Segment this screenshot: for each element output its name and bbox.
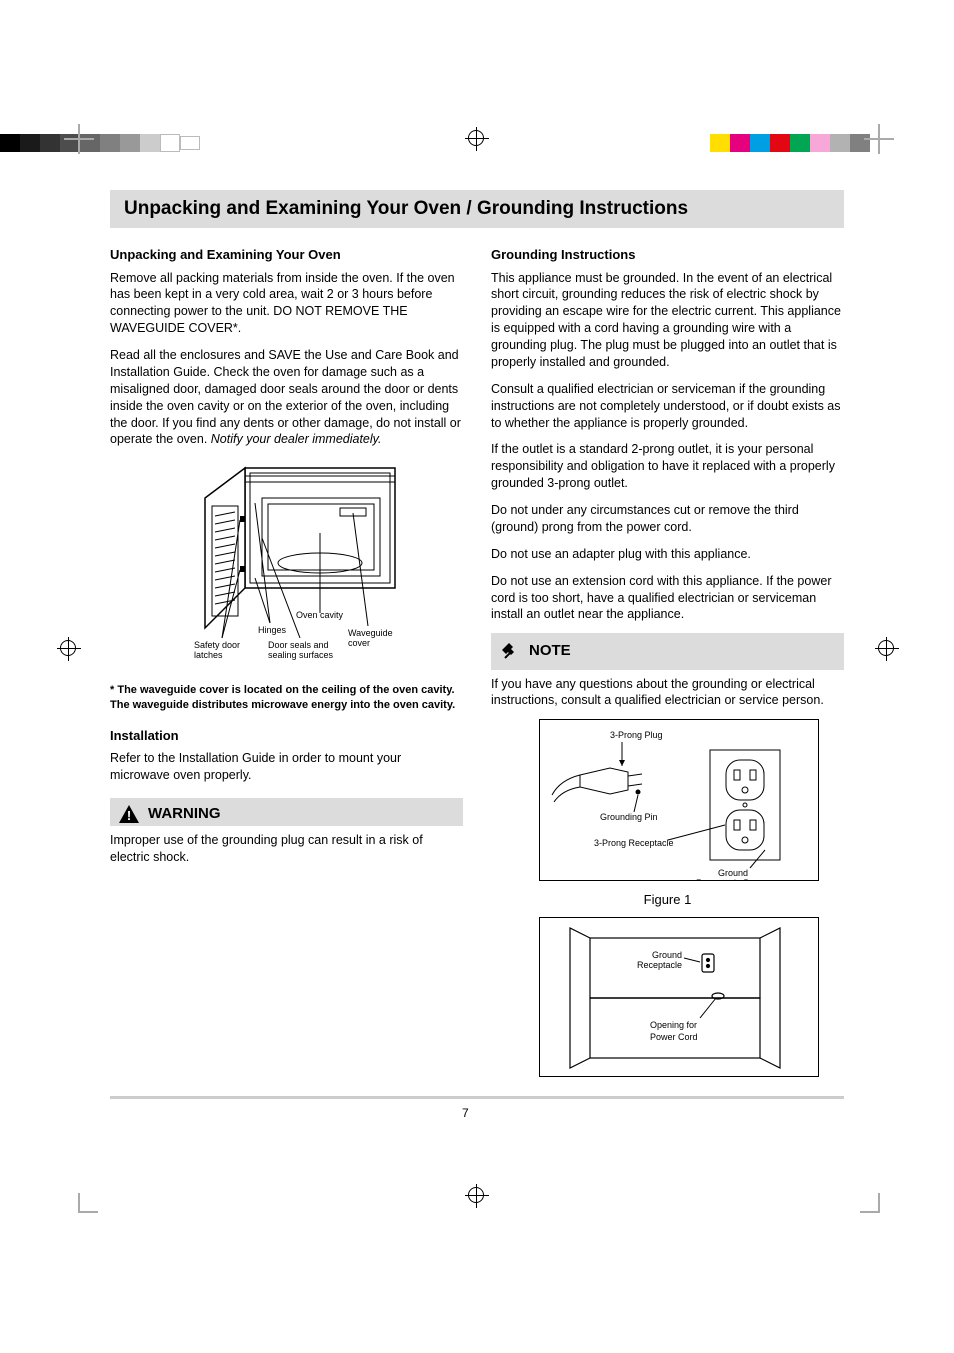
note-label: NOTE bbox=[529, 641, 571, 661]
section-title-bar: Unpacking and Examining Your Oven / Grou… bbox=[110, 190, 844, 228]
plug-receptacle-figure: 3-Prong Plug Grounding Pin 3-Prong Recep… bbox=[539, 719, 819, 881]
pushpin-icon bbox=[501, 642, 519, 660]
grounding-para-5: Do not use an adapter plug with this app… bbox=[491, 546, 844, 563]
svg-text:Receptacle Box: Receptacle Box bbox=[696, 878, 760, 880]
svg-text:3-Prong Plug: 3-Prong Plug bbox=[610, 730, 663, 740]
grounding-para-6: Do not use an extension cord with this a… bbox=[491, 573, 844, 624]
left-column: Unpacking and Examining Your Oven Remove… bbox=[110, 246, 463, 1077]
svg-text:3-Prong Receptacle: 3-Prong Receptacle bbox=[594, 838, 674, 848]
note-body: If you have any questions about the grou… bbox=[491, 676, 844, 710]
unpacking-para-2: Read all the enclosures and SAVE the Use… bbox=[110, 347, 463, 448]
svg-text:Door seals andsealing surfaces: Door seals andsealing surfaces bbox=[268, 640, 334, 660]
page-number: 7 bbox=[462, 1106, 469, 1120]
unpacking-para-1: Remove all packing materials from inside… bbox=[110, 270, 463, 338]
section-title-text: Unpacking and Examining Your Oven / Grou… bbox=[124, 198, 688, 219]
svg-text:Safety doorlatches: Safety doorlatches bbox=[194, 640, 240, 660]
crop-mark-bottom-right bbox=[860, 1193, 880, 1213]
svg-text:Opening forPower Cord: Opening forPower Cord bbox=[650, 1020, 698, 1042]
cabinet-figure: GroundReceptacle Opening forPower Cord bbox=[539, 917, 819, 1077]
note-banner: NOTE bbox=[491, 633, 844, 669]
registration-target-left bbox=[60, 640, 76, 656]
registration-target-bottom bbox=[468, 1187, 484, 1203]
right-column: Grounding Instructions This appliance mu… bbox=[491, 246, 844, 1077]
waveguide-footnote: * The waveguide cover is located on the … bbox=[110, 683, 463, 713]
grounding-para-1: This appliance must be grounded. In the … bbox=[491, 270, 844, 371]
registration-target-right bbox=[878, 640, 894, 656]
grounding-para-4: Do not under any circumstances cut or re… bbox=[491, 502, 844, 536]
svg-text:GroundReceptacle: GroundReceptacle bbox=[637, 950, 682, 970]
warning-triangle-icon: ! bbox=[118, 804, 140, 824]
svg-text:Waveguidecover: Waveguidecover bbox=[348, 628, 393, 648]
crop-mark-top-left bbox=[78, 124, 80, 154]
greyscale-registration-bar bbox=[0, 134, 200, 152]
crop-mark-top-right bbox=[878, 124, 880, 154]
svg-text:Oven cavity: Oven cavity bbox=[296, 610, 344, 620]
figure-1-caption: Figure 1 bbox=[491, 891, 844, 909]
grounding-para-3: If the outlet is a standard 2-prong outl… bbox=[491, 441, 844, 492]
warning-body: Improper use of the grounding plug can r… bbox=[110, 832, 463, 866]
color-registration-bar bbox=[710, 134, 870, 152]
warning-label: WARNING bbox=[148, 804, 221, 824]
page-content: Unpacking and Examining Your Oven / Grou… bbox=[110, 190, 844, 1077]
crop-mark-bottom-left bbox=[78, 1193, 98, 1213]
grounding-para-2: Consult a qualified electrician or servi… bbox=[491, 381, 844, 432]
footer-rule bbox=[110, 1096, 844, 1099]
warning-banner: ! WARNING bbox=[110, 798, 463, 826]
installation-heading: Installation bbox=[110, 727, 463, 745]
oven-diagram: Hinges Oven cavity Waveguidecover Safety… bbox=[150, 458, 463, 673]
installation-para: Refer to the Installation Guide in order… bbox=[110, 750, 463, 784]
svg-text:Grounding Pin: Grounding Pin bbox=[600, 812, 658, 822]
grounding-heading: Grounding Instructions bbox=[491, 246, 844, 264]
registration-target-top bbox=[468, 130, 484, 146]
svg-text:Ground: Ground bbox=[718, 868, 748, 878]
unpacking-heading: Unpacking and Examining Your Oven bbox=[110, 246, 463, 264]
svg-text:!: ! bbox=[127, 808, 131, 823]
svg-text:Hinges: Hinges bbox=[258, 625, 287, 635]
